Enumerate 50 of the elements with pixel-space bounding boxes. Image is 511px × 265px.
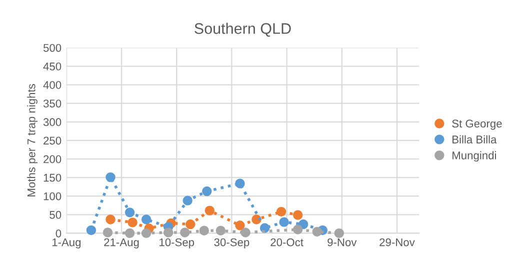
point xyxy=(202,186,212,196)
legend-label: Billa Billa xyxy=(452,135,497,144)
point xyxy=(182,196,192,206)
point xyxy=(216,226,226,236)
point xyxy=(276,206,286,217)
point xyxy=(292,210,303,220)
x-tick-label: 20-Oct xyxy=(270,238,304,246)
y-tick-label: 350 xyxy=(43,100,62,108)
y-tick-label: 300 xyxy=(43,118,62,126)
point xyxy=(260,223,270,233)
point xyxy=(106,172,116,182)
legend-label: St George xyxy=(452,120,502,130)
point xyxy=(124,228,135,238)
point xyxy=(141,214,152,224)
point xyxy=(240,228,250,238)
point xyxy=(312,226,322,237)
y-tick-label: 100 xyxy=(44,192,62,200)
point xyxy=(141,228,152,238)
point xyxy=(204,206,215,216)
y-tick-label: 250 xyxy=(44,136,62,145)
y-tick-label: 400 xyxy=(43,81,62,89)
point xyxy=(235,220,245,230)
point xyxy=(279,217,289,227)
y-tick-label: 150 xyxy=(44,174,62,182)
point xyxy=(102,228,113,238)
x-tick-label: 29-Nov xyxy=(380,238,415,246)
point xyxy=(180,228,190,238)
point xyxy=(334,228,344,238)
x-tick-label: 1-Aug xyxy=(52,238,81,248)
y-tick-label: 50 xyxy=(50,210,62,219)
x-tick-label: 9-Nov xyxy=(328,238,357,246)
y-tick-label: 0 xyxy=(56,229,62,238)
point xyxy=(124,208,135,218)
legend-label: Mungindi xyxy=(452,151,496,162)
y-tick-label: 500 xyxy=(43,44,62,52)
x-tick-label: 30-Sep xyxy=(214,238,250,248)
y-tick-label: 450 xyxy=(43,62,62,70)
point xyxy=(199,226,210,236)
point xyxy=(128,218,138,228)
point xyxy=(292,224,303,234)
y-tick-label: 200 xyxy=(44,155,62,164)
chart-title: Southern QLD xyxy=(194,22,291,37)
point xyxy=(186,219,196,230)
x-tick-label: 10-Sep xyxy=(160,238,194,248)
point xyxy=(163,228,174,238)
point xyxy=(86,225,96,236)
y-axis-title: Moths per 7 trap nights xyxy=(27,84,38,196)
x-tick-label: 21-Aug xyxy=(104,238,139,248)
point xyxy=(235,178,245,188)
point xyxy=(106,214,116,224)
